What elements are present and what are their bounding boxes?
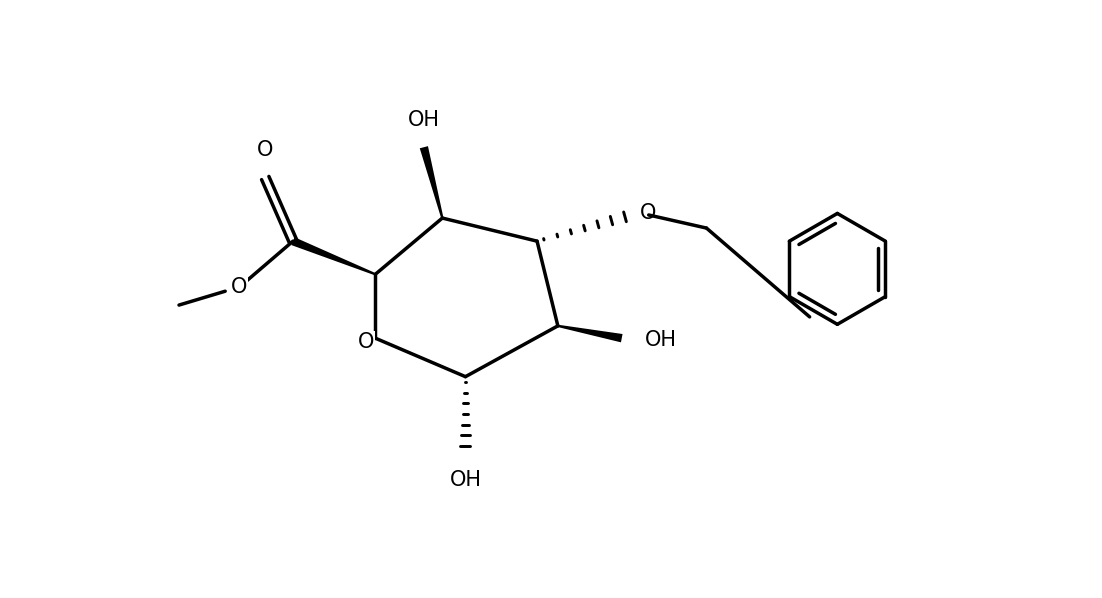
Text: O: O (358, 332, 375, 352)
Polygon shape (558, 325, 623, 342)
Text: OH: OH (450, 470, 482, 490)
Text: OH: OH (645, 329, 677, 350)
Polygon shape (291, 237, 376, 275)
Polygon shape (420, 146, 443, 218)
Text: O: O (639, 203, 656, 224)
Text: O: O (257, 139, 273, 160)
Text: OH: OH (408, 109, 440, 130)
Text: O: O (231, 277, 247, 297)
